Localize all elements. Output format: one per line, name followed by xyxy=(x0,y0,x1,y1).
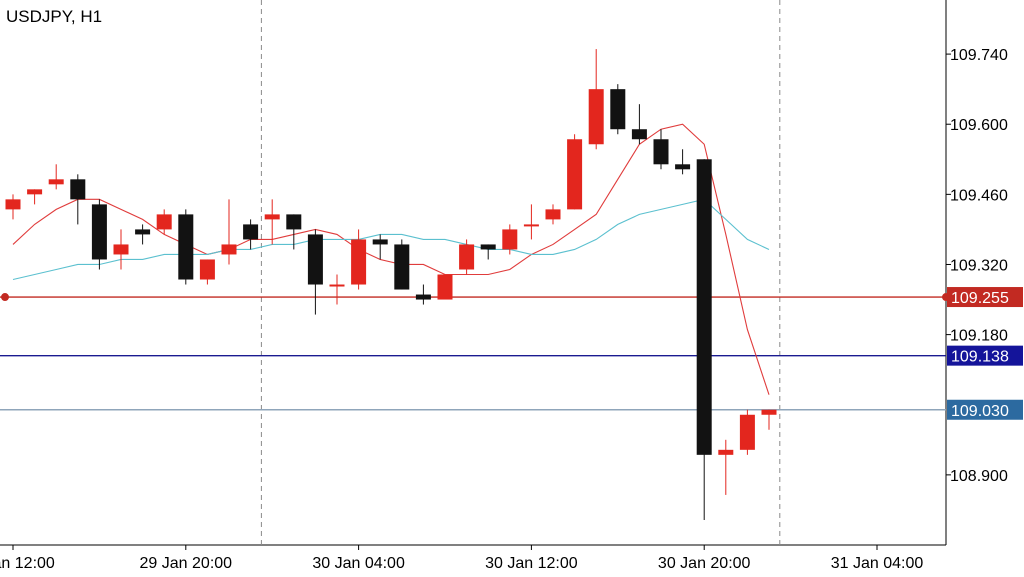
candle-body xyxy=(502,229,518,250)
candle-body xyxy=(480,244,496,250)
candle-body xyxy=(372,239,388,245)
candle-body xyxy=(329,284,345,287)
candle-body xyxy=(675,164,691,170)
candle-body xyxy=(437,274,453,300)
candle-body xyxy=(653,139,669,165)
candle-body xyxy=(5,199,21,210)
candle-body xyxy=(264,214,280,220)
candle-body xyxy=(243,224,259,240)
candle-body xyxy=(113,244,129,255)
candle-body xyxy=(199,259,215,280)
moving-average-ma-fast xyxy=(12,123,770,395)
price-level-tag xyxy=(947,345,1023,366)
y-tick-label: 109.320 xyxy=(950,257,1008,274)
candle-body xyxy=(415,294,431,300)
y-tick-label: 109.740 xyxy=(950,47,1008,64)
candle-body xyxy=(178,214,194,280)
price-level-label: 109.030 xyxy=(951,403,1009,420)
candle-body xyxy=(27,189,43,195)
candle-body xyxy=(394,244,410,290)
candle-body xyxy=(351,239,367,285)
y-tick-label: 108.900 xyxy=(950,468,1008,485)
x-tick-label: 9 Jan 12:00 xyxy=(0,555,55,572)
candle-body xyxy=(718,449,734,455)
candle-body xyxy=(631,129,647,140)
candle-body xyxy=(70,179,86,200)
candle-body xyxy=(156,214,172,230)
x-tick-label: 31 Jan 04:00 xyxy=(831,555,924,572)
candle-body xyxy=(91,204,107,260)
price-level-tag xyxy=(947,287,1023,308)
y-tick-label: 109.600 xyxy=(950,117,1008,134)
price-level-label: 109.138 xyxy=(951,349,1009,366)
candle-body xyxy=(286,214,302,230)
x-tick-label: 30 Jan 20:00 xyxy=(658,555,751,572)
price-level-label: 109.255 xyxy=(951,290,1009,307)
candle-body xyxy=(739,414,755,450)
candle-body xyxy=(307,234,323,285)
level-marker xyxy=(1,293,9,302)
candle-body xyxy=(761,409,777,415)
chart-title: USDJPY, H1 xyxy=(6,7,103,26)
candle-body xyxy=(696,159,712,455)
x-tick-label: 29 Jan 20:00 xyxy=(140,555,233,572)
candle-body xyxy=(221,244,237,255)
candle-body xyxy=(523,224,539,227)
candle-body xyxy=(545,209,561,220)
x-tick-label: 30 Jan 04:00 xyxy=(312,555,405,572)
candle-body xyxy=(588,89,604,145)
candle-body xyxy=(610,89,626,130)
candle-body xyxy=(567,139,583,210)
candle-body xyxy=(459,244,475,270)
y-tick-label: 109.460 xyxy=(950,187,1008,204)
moving-average-ma-slow xyxy=(12,198,770,281)
x-tick-label: 30 Jan 12:00 xyxy=(485,555,578,572)
candle-body xyxy=(48,179,64,185)
price-level-tag xyxy=(947,399,1023,420)
y-tick-label: 109.180 xyxy=(950,328,1008,345)
candle-body xyxy=(135,229,151,235)
